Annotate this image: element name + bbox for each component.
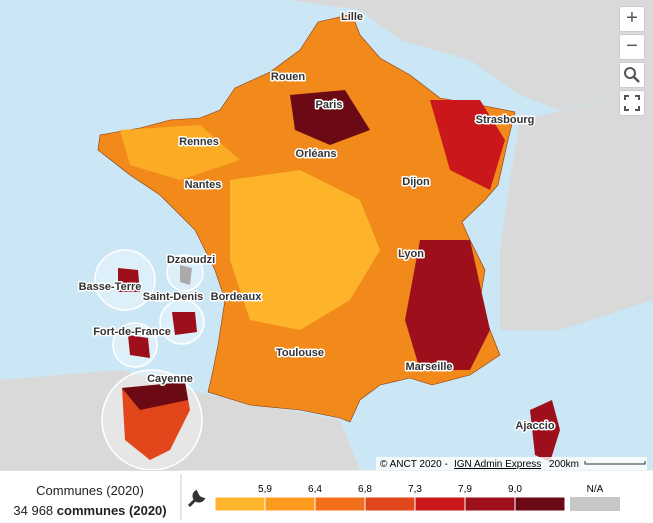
fullscreen-icon bbox=[624, 95, 640, 111]
search-icon bbox=[624, 67, 640, 83]
attribution-link[interactable]: IGN Admin Express bbox=[454, 459, 541, 470]
city-label: Orléans bbox=[296, 148, 337, 160]
scale-label: 200km bbox=[549, 459, 579, 470]
city-label: Ajaccio bbox=[515, 420, 554, 432]
indicator-count: 34 968 communes (2020) bbox=[0, 503, 180, 518]
region-high bbox=[430, 100, 505, 190]
legend-swatch bbox=[314, 496, 366, 512]
city-label: Cayenne bbox=[147, 373, 193, 385]
legend-swatch bbox=[514, 496, 566, 512]
martinique bbox=[128, 335, 150, 358]
region-low bbox=[230, 170, 380, 330]
settings-icon[interactable] bbox=[187, 489, 206, 508]
city-label: Dzaoudzi bbox=[167, 254, 215, 266]
legend-swatch bbox=[414, 496, 466, 512]
legend-break: 9,0 bbox=[508, 484, 522, 495]
guyane-coast bbox=[122, 382, 188, 410]
legend-swatch bbox=[364, 496, 416, 512]
city-label: Basse-Terre bbox=[79, 281, 142, 293]
legend-swatch bbox=[264, 496, 316, 512]
attribution-bg bbox=[376, 457, 647, 470]
search[interactable] bbox=[619, 62, 645, 88]
city-label: Marseille bbox=[405, 361, 452, 373]
region-high bbox=[290, 90, 370, 145]
guadeloupe bbox=[118, 268, 140, 292]
fullscreen[interactable] bbox=[619, 90, 645, 116]
region-low bbox=[120, 125, 240, 180]
city-label: Rennes bbox=[179, 136, 219, 148]
legend-na-swatch bbox=[570, 497, 620, 511]
city-label: Nantes bbox=[185, 179, 222, 191]
zoom-in[interactable]: + bbox=[619, 6, 645, 32]
scale-bar bbox=[584, 461, 646, 465]
legend-break: 5,9 bbox=[258, 484, 272, 495]
legend-break: 7,3 bbox=[408, 484, 422, 495]
city-label: Bordeaux bbox=[211, 291, 263, 303]
map: Lille Rouen Paris Strasbourg Rennes Orléans Na… bbox=[0, 0, 653, 470]
region-high bbox=[405, 240, 490, 370]
count-unit: communes (2020) bbox=[56, 503, 167, 518]
city-label: Saint-Denis bbox=[143, 291, 204, 303]
legend-break: 6,4 bbox=[308, 484, 322, 495]
indicator-panel: Communes (2020) 34 968 communes (2020) bbox=[0, 470, 180, 523]
city-label: Dijon bbox=[402, 176, 430, 188]
city-label: Fort-de-France bbox=[93, 326, 171, 338]
legend-swatch bbox=[464, 496, 516, 512]
zoom-out[interactable]: − bbox=[619, 34, 645, 60]
mayotte bbox=[180, 265, 192, 285]
city-label: Strasbourg bbox=[476, 114, 535, 126]
city-label: Lille bbox=[341, 11, 363, 23]
legend-break: 7,9 bbox=[458, 484, 472, 495]
city-label: Lyon bbox=[398, 248, 424, 260]
legend: 5,9 6,4 6,8 7,3 7,9 9,0 N/A bbox=[180, 470, 653, 520]
city-label: Toulouse bbox=[276, 347, 324, 359]
city-label: Paris bbox=[316, 99, 343, 111]
corsica bbox=[530, 400, 560, 462]
attribution: © ANCT 2020 - bbox=[380, 459, 448, 470]
legend-break: 6,8 bbox=[358, 484, 372, 495]
city-label: Rouen bbox=[271, 71, 306, 83]
count: 34 968 bbox=[13, 503, 54, 518]
neighbor-land bbox=[500, 90, 653, 330]
indicator-title: Communes (2020) bbox=[36, 483, 144, 498]
reunion bbox=[172, 312, 197, 335]
neighbor-land bbox=[290, 0, 653, 110]
legend-swatch bbox=[214, 496, 266, 512]
legend-na-label: N/A bbox=[587, 484, 604, 495]
